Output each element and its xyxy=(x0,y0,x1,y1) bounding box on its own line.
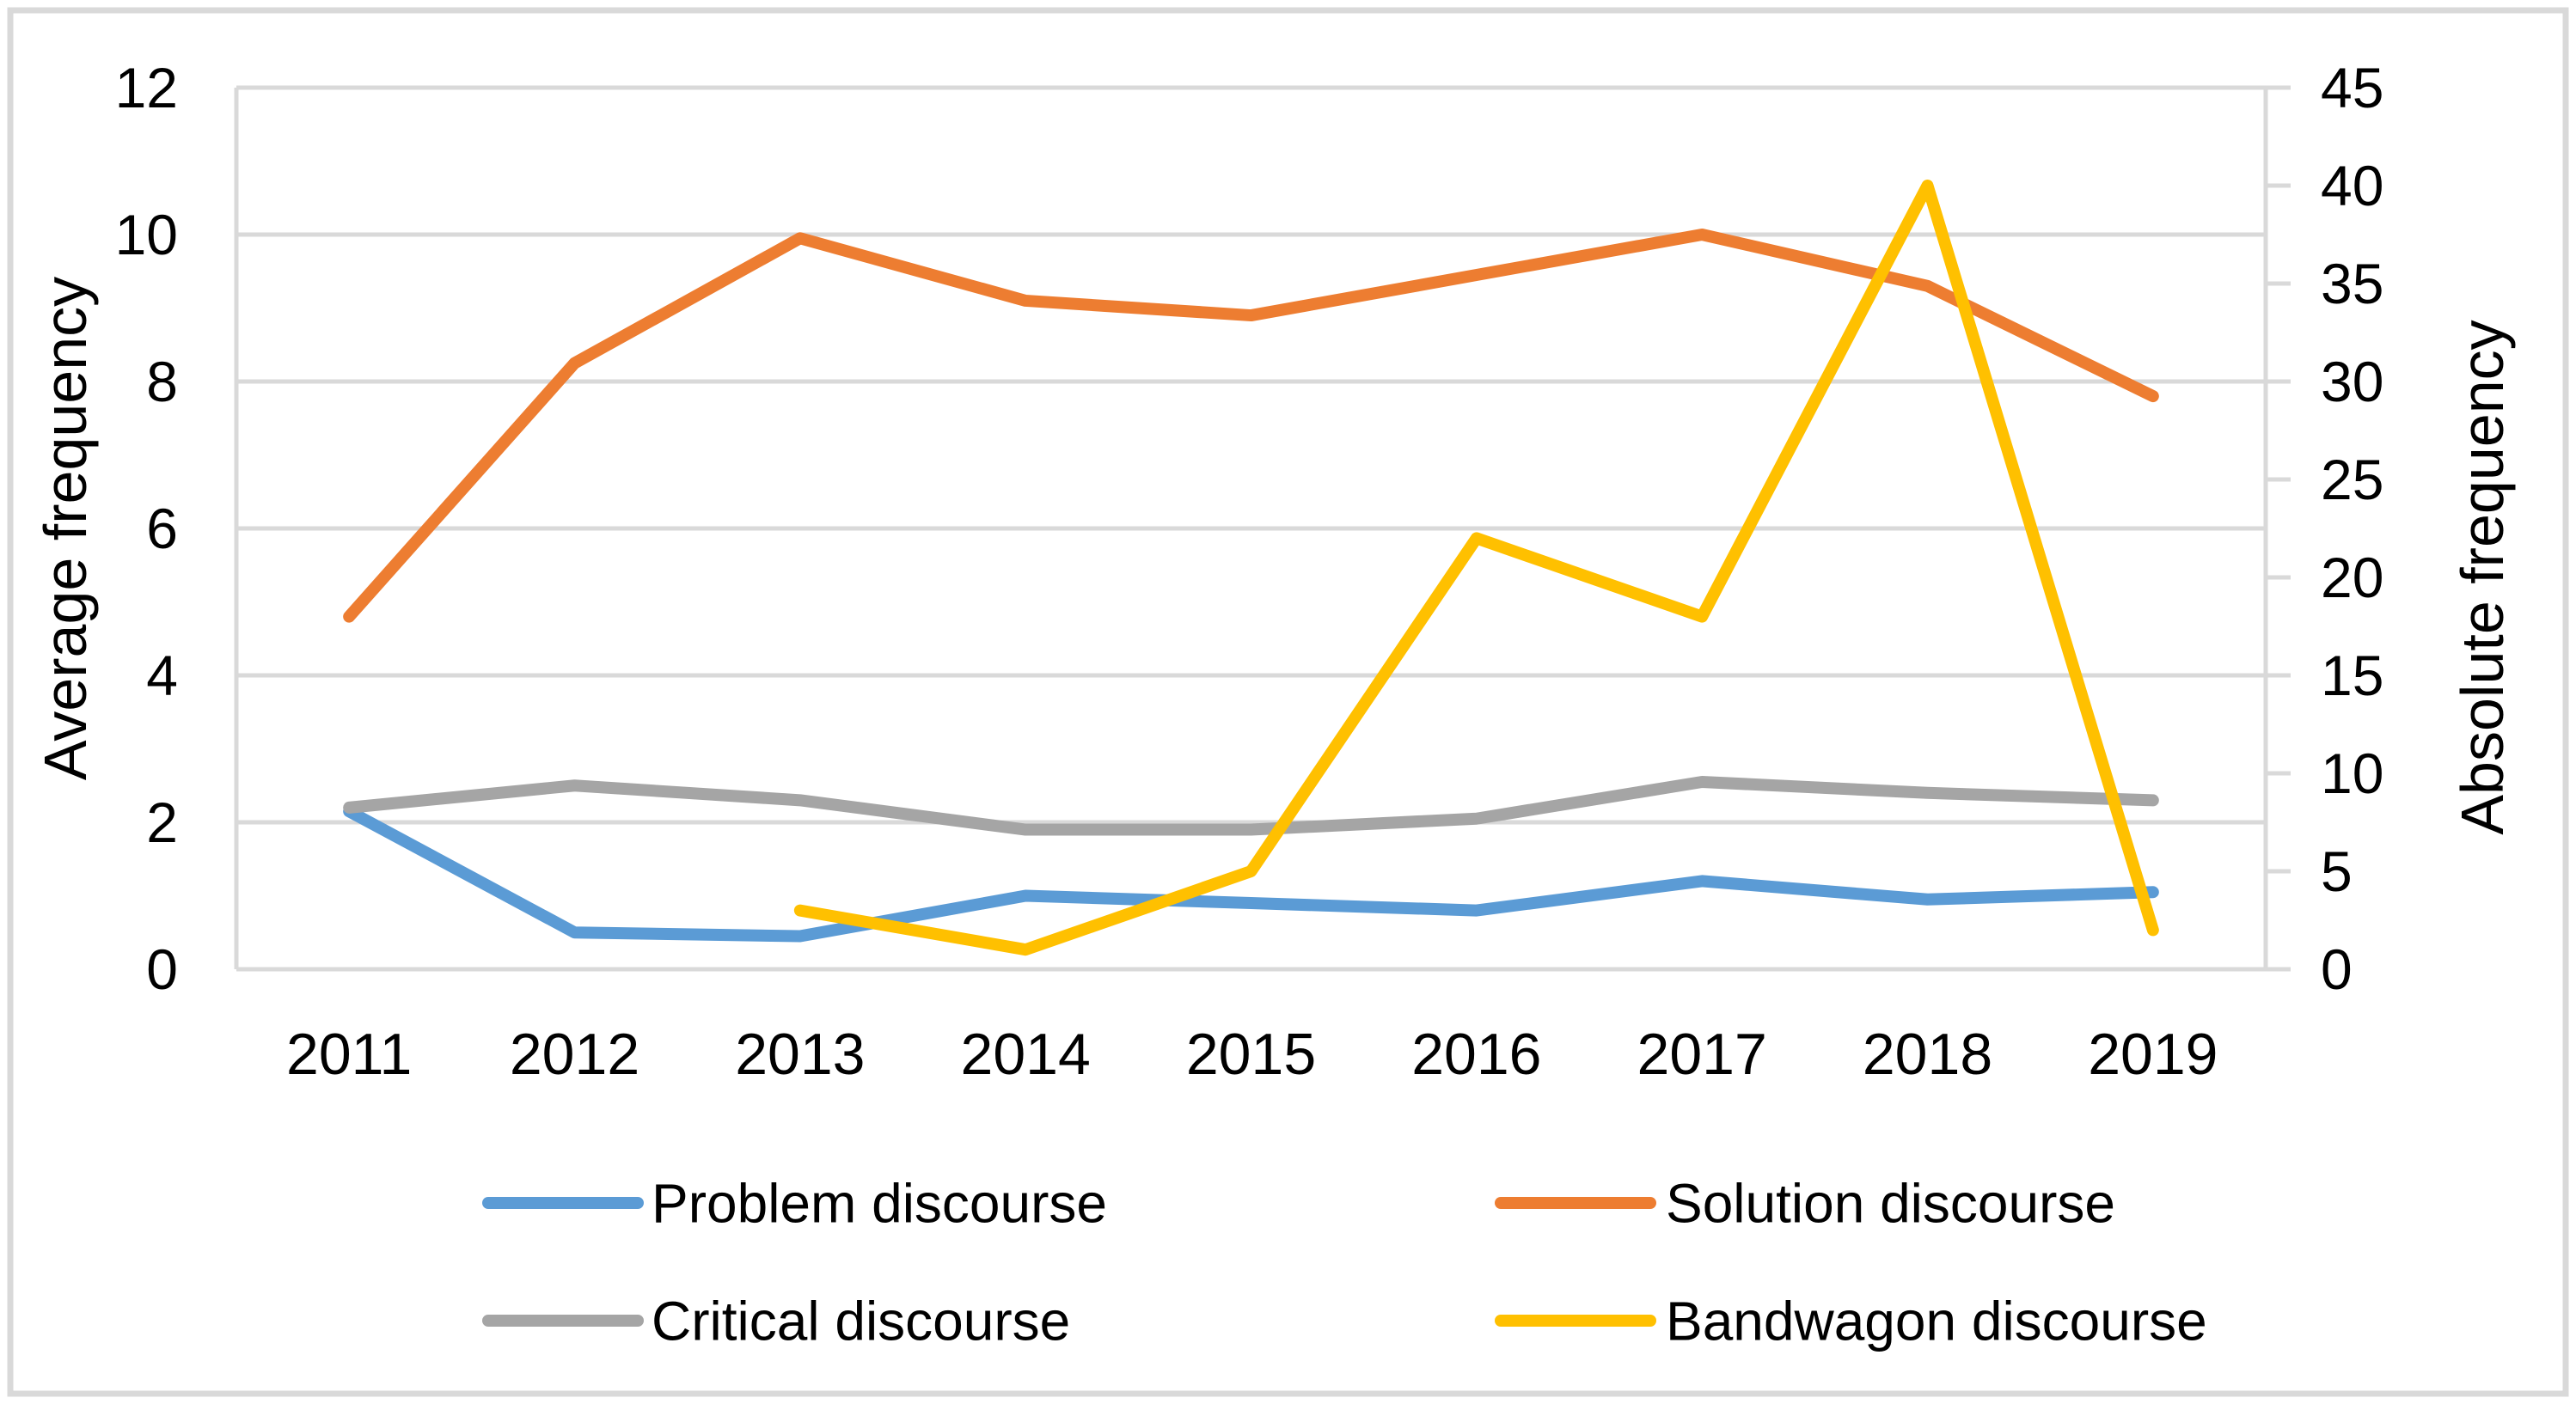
right-axis-tick-label: 20 xyxy=(2321,546,2383,609)
axes-layer xyxy=(234,85,2291,972)
legend-item-problem-discourse: Problem discourse xyxy=(482,1172,1107,1234)
x-axis-tick-label: 2012 xyxy=(510,1022,639,1087)
left-axis-tick-label: 12 xyxy=(115,56,178,119)
legend-label-problem-discourse: Problem discourse xyxy=(652,1172,1107,1234)
right-axis-tick-label: 30 xyxy=(2321,350,2383,413)
right-axis-tick-label: 25 xyxy=(2321,448,2383,511)
right-axis-tick-label: 15 xyxy=(2321,644,2383,707)
left-axis-tick-label: 0 xyxy=(146,937,178,1001)
x-axis-tick-label: 2017 xyxy=(1637,1022,1767,1087)
legend: Problem discourse Solution discourse Cri… xyxy=(482,1172,2207,1352)
series-lines-layer xyxy=(343,180,2159,956)
series-line-bandwagon-discourse xyxy=(793,180,2159,956)
right-axis-tick-label: 35 xyxy=(2321,252,2383,315)
x-axis-tick-label: 2016 xyxy=(1411,1022,1541,1087)
x-axis-tick-label: 2018 xyxy=(1863,1022,1992,1087)
x-axis-tick-label: 2013 xyxy=(735,1022,865,1087)
left-axis-tick-label: 6 xyxy=(146,497,178,560)
left-axis-tick-label: 4 xyxy=(146,644,178,707)
series-line-solution-discourse xyxy=(343,229,2159,623)
series-line-critical-discourse xyxy=(343,775,2159,836)
right-axis-tick-label: 10 xyxy=(2321,742,2383,805)
x-axis-tick-label: 2015 xyxy=(1186,1022,1316,1087)
left-axis-title: Average frequency xyxy=(32,277,99,780)
x-axis-tick-label: 2019 xyxy=(2088,1022,2218,1087)
tick-labels-layer: 0 2 4 6 8 10 12 0 5 10 15 20 25 30 35 40 45 2011 2012 2013 2… xyxy=(115,56,2384,1087)
left-axis-tick-label: 2 xyxy=(146,791,178,854)
left-axis-tick-label: 10 xyxy=(115,203,178,266)
right-axis-tick-label: 40 xyxy=(2321,154,2383,217)
legend-label-solution-discourse: Solution discourse xyxy=(1666,1172,2115,1234)
right-axis-tick-label: 45 xyxy=(2321,56,2383,119)
legend-item-bandwagon-discourse: Bandwagon discourse xyxy=(1495,1290,2207,1352)
gridlines-layer xyxy=(236,85,2266,972)
right-axis-title: Absolute frequency xyxy=(2449,320,2516,834)
left-axis-tick-label: 8 xyxy=(146,350,178,413)
legend-label-critical-discourse: Critical discourse xyxy=(652,1290,1070,1352)
legend-item-critical-discourse: Critical discourse xyxy=(482,1290,1070,1352)
right-axis-tick-label: 5 xyxy=(2321,839,2353,903)
right-axis-tick-label: 0 xyxy=(2321,937,2353,1001)
x-axis-tick-label: 2014 xyxy=(961,1022,1091,1087)
figure-border xyxy=(7,7,2569,1397)
legend-label-bandwagon-discourse: Bandwagon discourse xyxy=(1666,1290,2207,1352)
x-axis-tick-label: 2011 xyxy=(286,1022,412,1087)
series-line-problem-discourse xyxy=(343,805,2159,943)
legend-item-solution-discourse: Solution discourse xyxy=(1495,1172,2115,1234)
